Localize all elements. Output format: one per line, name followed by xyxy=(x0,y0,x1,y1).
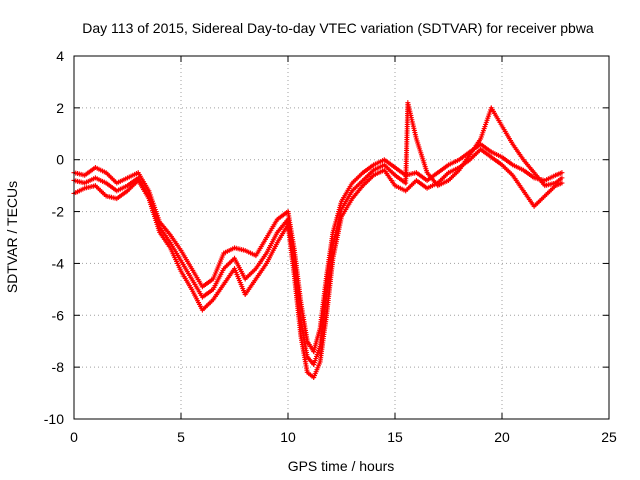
axis-ticks: 0 5 10 15 20 25 -10 -8 -6 -4 -2 0 2 4 xyxy=(44,48,617,445)
x-axis-label: GPS time / hours xyxy=(288,458,395,474)
y-tick-label: -4 xyxy=(52,255,65,271)
data-point xyxy=(559,180,565,186)
y-tick-label: 2 xyxy=(56,100,64,116)
series-trace-3 xyxy=(71,100,565,368)
y-tick-label: -8 xyxy=(52,359,65,375)
plot-frame xyxy=(73,55,610,420)
chart-title: Day 113 of 2015, Sidereal Day-to-day VTE… xyxy=(82,20,594,36)
y-axis-label: SDTVAR / TECUs xyxy=(4,181,20,293)
x-tick-label: 25 xyxy=(601,429,617,445)
grid-lines xyxy=(74,56,609,419)
x-tick-label: 5 xyxy=(177,429,185,445)
data-point xyxy=(559,175,565,181)
data-points xyxy=(71,100,565,381)
x-tick-label: 0 xyxy=(70,429,78,445)
y-tick-label: 4 xyxy=(56,48,64,64)
data-point xyxy=(559,170,565,176)
x-tick-label: 15 xyxy=(387,429,403,445)
x-tick-label: 10 xyxy=(280,429,296,445)
y-tick-label: -2 xyxy=(52,204,65,220)
y-tick-label: 0 xyxy=(56,152,64,168)
x-tick-label: 20 xyxy=(494,429,510,445)
y-tick-label: -10 xyxy=(44,411,64,427)
y-tick-label: -6 xyxy=(52,307,65,323)
series-trace-1 xyxy=(71,141,565,355)
